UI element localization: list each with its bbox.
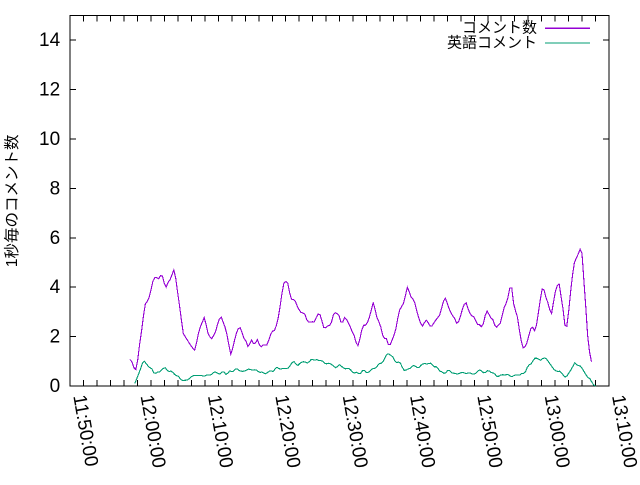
svg-text:14: 14 <box>39 30 61 51</box>
svg-text:12:30:00: 12:30:00 <box>338 393 372 469</box>
svg-text:11:50:00: 11:50:00 <box>68 393 101 468</box>
svg-text:12:20:00: 12:20:00 <box>270 393 304 469</box>
svg-text:1秒毎のコメント数: 1秒毎のコメント数 <box>3 134 21 267</box>
svg-text:2: 2 <box>50 327 61 348</box>
svg-text:13:10:00: 13:10:00 <box>607 393 640 469</box>
svg-text:0: 0 <box>50 376 61 397</box>
svg-text:10: 10 <box>39 129 60 150</box>
svg-text:12:00:00: 12:00:00 <box>136 393 170 469</box>
svg-text:12: 12 <box>39 80 60 101</box>
svg-text:4: 4 <box>50 277 61 298</box>
svg-text:8: 8 <box>50 178 61 199</box>
svg-text:13:00:00: 13:00:00 <box>540 393 574 469</box>
svg-text:12:50:00: 12:50:00 <box>472 393 506 469</box>
svg-text:6: 6 <box>50 228 61 249</box>
svg-text:英語コメント: 英語コメント <box>447 33 537 51</box>
svg-text:12:40:00: 12:40:00 <box>405 393 439 469</box>
svg-text:12:10:00: 12:10:00 <box>203 393 237 469</box>
